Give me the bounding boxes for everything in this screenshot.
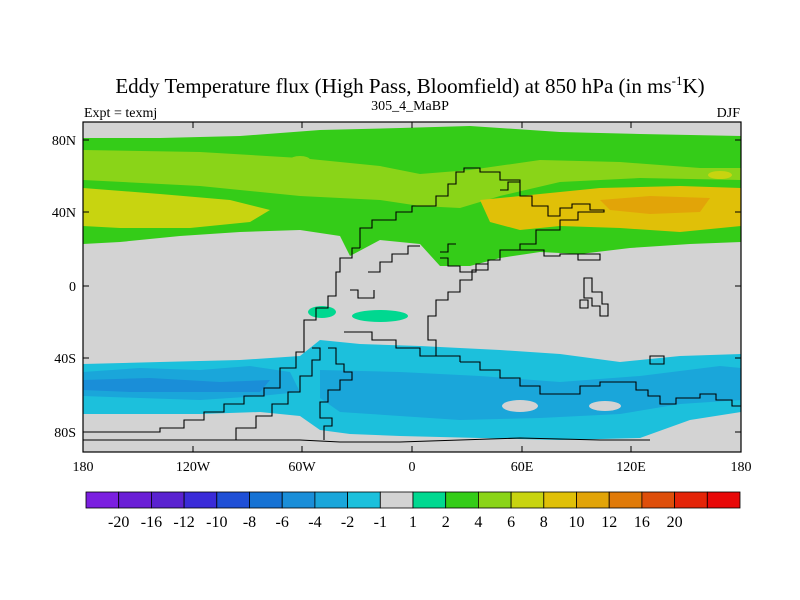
colorbar-swatch — [347, 491, 381, 509]
colorbar-label: 4 — [474, 514, 482, 531]
colorbar-swatch — [118, 491, 152, 509]
sh-inner-core — [83, 378, 270, 392]
nh-upper-band — [83, 150, 741, 208]
colorbar-label: -1 — [374, 514, 387, 531]
colorbar — [85, 491, 741, 509]
colorbar-label: -16 — [141, 514, 162, 531]
season-label: DJF — [717, 106, 741, 121]
y-tick-label: 0 — [69, 280, 76, 295]
y-tick-label: 80N — [52, 134, 76, 149]
atlantic-maximum — [83, 188, 270, 228]
colorbar-swatch — [706, 491, 741, 509]
colorbar-swatch — [379, 491, 414, 509]
colorbar-swatch — [85, 491, 120, 509]
colorbar-label: 16 — [634, 514, 650, 531]
map-frame — [82, 121, 742, 453]
colorbar-label: 8 — [540, 514, 548, 531]
map-panel — [83, 122, 741, 452]
colorbar-swatch — [510, 491, 545, 509]
x-tick-label: 0 — [409, 460, 416, 475]
colorbar-label: -12 — [173, 514, 194, 531]
colorbar-swatch — [445, 491, 479, 509]
colorbar-swatch — [543, 491, 577, 509]
y-axis-labels: 80N 40N 0 40S 80S — [52, 134, 76, 441]
colorbar-label: -4 — [308, 514, 321, 531]
colorbar-labels: -20 -16 -12 -10 -8 -6 -4 -2 -1 1 2 4 6 8 10 12 16 20 — [108, 514, 683, 531]
colorbar-swatch — [674, 491, 708, 509]
sh-gap — [502, 400, 538, 412]
colorbar-label: 1 — [409, 514, 417, 531]
run-label: 305_4_MaBP — [371, 99, 449, 114]
tick-marks — [83, 122, 741, 452]
colorbar-label: 20 — [667, 514, 683, 531]
colorbar-swatch — [641, 491, 676, 509]
y-tick-label: 40S — [54, 352, 76, 367]
colorbar-swatch — [412, 491, 447, 509]
colorbar-swatch — [314, 491, 348, 509]
colorbar-swatch — [281, 491, 316, 509]
colorbar-label: 2 — [442, 514, 450, 531]
nh-blotch — [708, 171, 732, 179]
sh-gap — [589, 401, 621, 411]
colorbar-label: 12 — [601, 514, 617, 531]
colorbar-label: -10 — [206, 514, 227, 531]
colorbar-swatch — [183, 491, 218, 509]
tropical-patch — [308, 306, 336, 318]
sh-core-east — [320, 366, 741, 420]
y-tick-label: 40N — [52, 206, 76, 221]
x-axis-labels: 180 120W 60W 0 60E 120E 180 — [73, 460, 752, 475]
colorbar-label: -2 — [341, 514, 354, 531]
colorbar-label: 10 — [569, 514, 585, 531]
colorbar-swatch — [576, 491, 610, 509]
colorbar-label: 6 — [507, 514, 515, 531]
colorbar-swatch — [249, 491, 283, 509]
chart-title: Eddy Temperature flux (High Pass, Bloomf… — [115, 73, 704, 98]
nh-blotch — [290, 156, 310, 164]
x-tick-label: 60E — [511, 460, 534, 475]
tropical-patch — [352, 310, 408, 322]
colorbar-swatch — [608, 491, 643, 509]
colorbar-label: -20 — [108, 514, 129, 531]
x-tick-label: 120W — [176, 460, 211, 475]
experiment-label: Expt = texmj — [84, 106, 157, 121]
y-tick-label: 80S — [54, 426, 76, 441]
colorbar-label: -6 — [276, 514, 289, 531]
colorbar-swatch — [477, 491, 512, 509]
x-tick-label: 180 — [73, 460, 94, 475]
x-tick-label: 120E — [616, 460, 646, 475]
pacific-core — [600, 196, 710, 214]
coastlines — [83, 167, 741, 443]
x-tick-label: 60W — [288, 460, 316, 475]
x-tick-label: 180 — [731, 460, 752, 475]
colorbar-swatch — [216, 491, 250, 509]
colorbar-swatch — [150, 491, 185, 509]
colorbar-label: -8 — [243, 514, 256, 531]
